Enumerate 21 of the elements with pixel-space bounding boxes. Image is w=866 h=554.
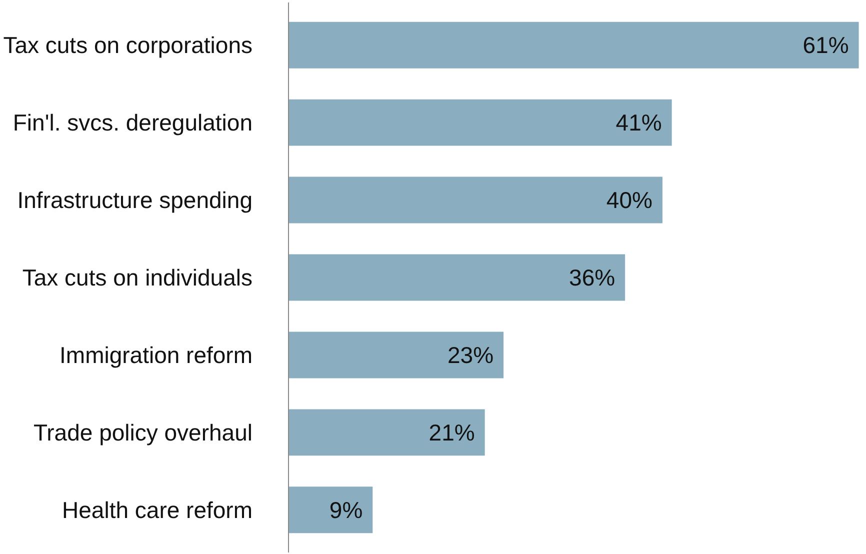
data-label: 21% [428, 419, 475, 446]
bar [288, 486, 373, 534]
bar [288, 99, 672, 146]
bar [288, 22, 859, 68]
data-label: 61% [802, 32, 849, 58]
y-tick-label: Immigration reform [60, 342, 252, 368]
data-label: 40% [606, 187, 652, 214]
data-label: 41% [616, 110, 662, 136]
y-tick-label: Trade policy overhaul [33, 419, 253, 446]
y-tick-label: Infrastructure spending [17, 187, 253, 214]
y-tick-label: Tax cuts on corporations [3, 32, 253, 58]
y-tick-label: Fin'l. svcs. deregulation [12, 110, 253, 136]
bar [288, 176, 662, 224]
data-label: 36% [569, 264, 616, 290]
bar [288, 332, 504, 378]
data-label: 23% [447, 342, 494, 368]
bar [288, 254, 626, 301]
bar [288, 409, 485, 456]
y-tick-label: Health care reform [62, 496, 253, 523]
y-tick-label: Tax cuts on individuals [22, 264, 252, 290]
data-label: 9% [329, 496, 363, 523]
